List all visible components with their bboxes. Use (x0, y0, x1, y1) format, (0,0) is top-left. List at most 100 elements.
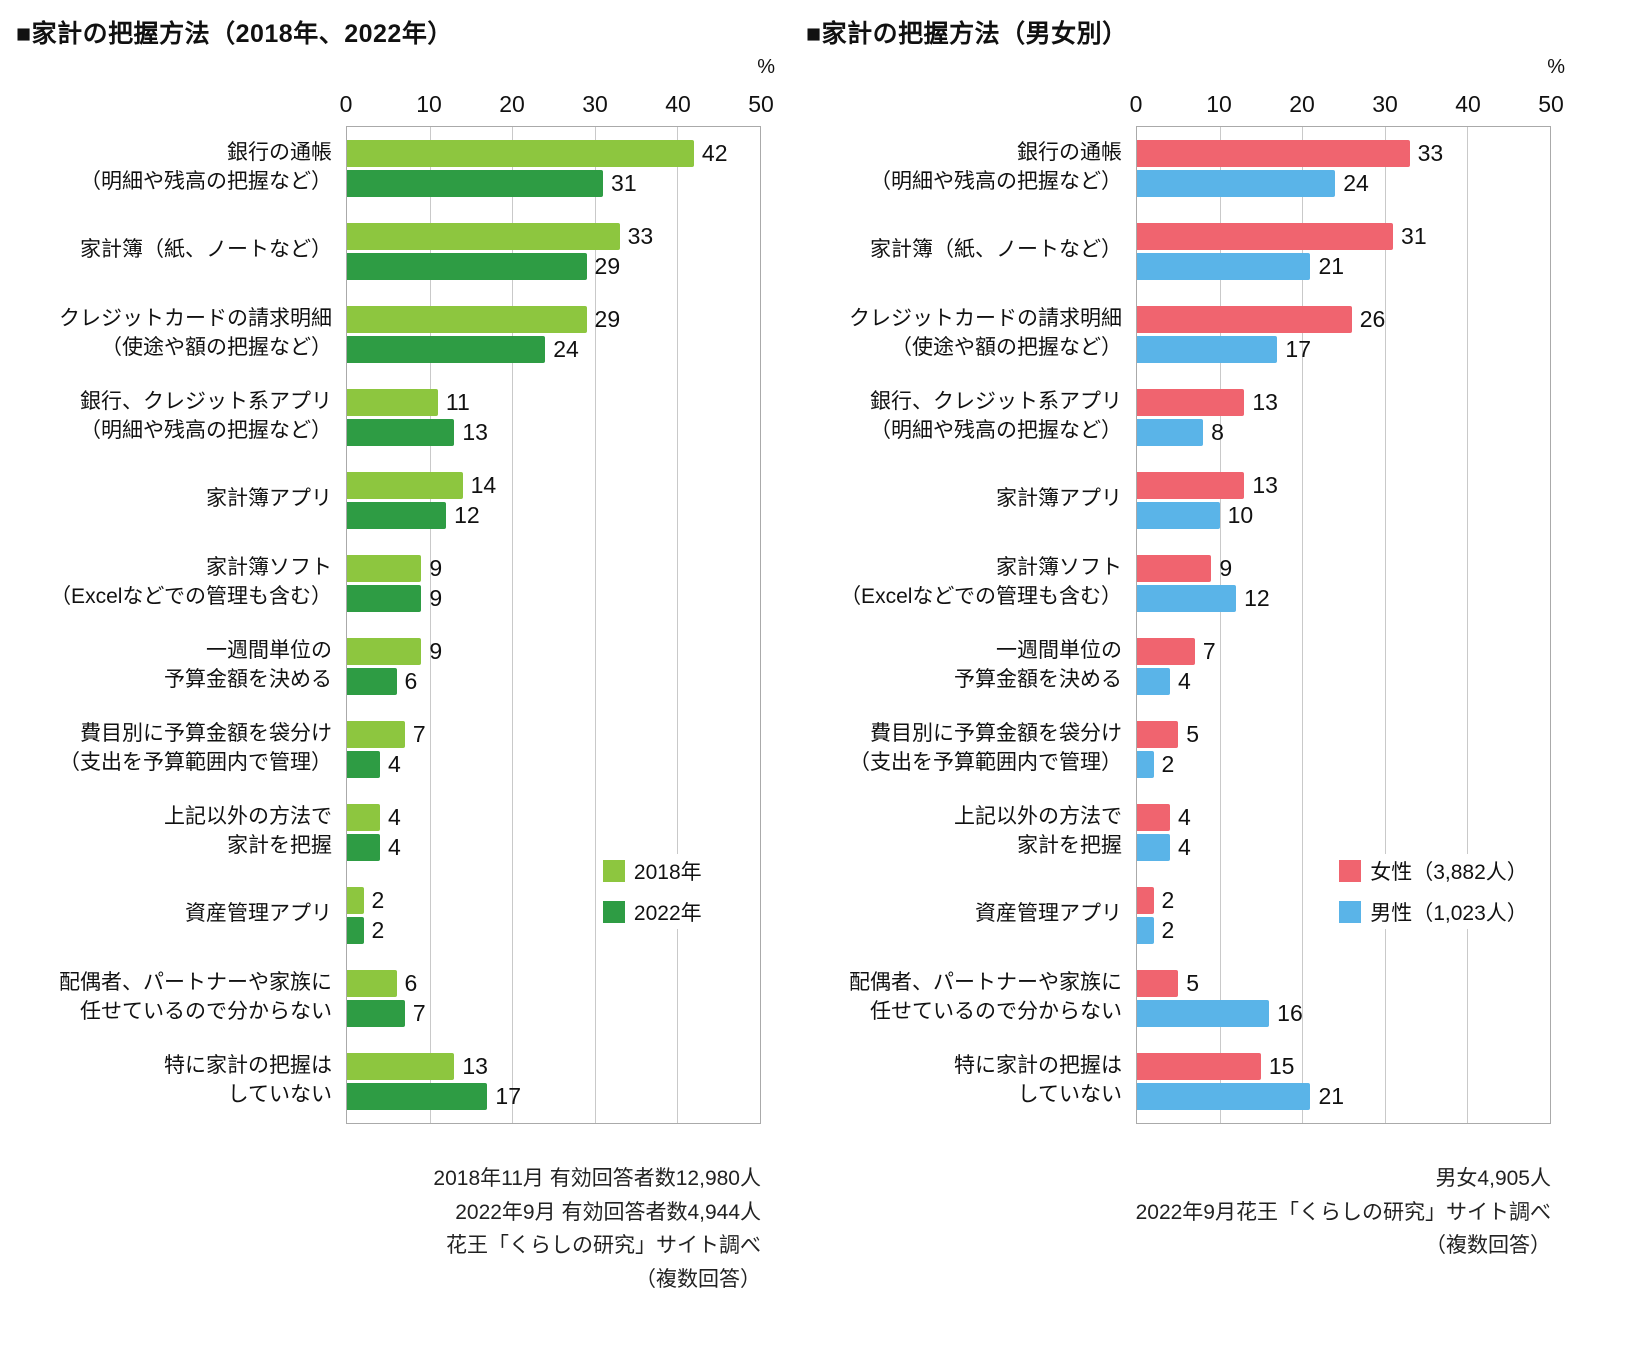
category-label: 一週間単位の 予算金額を決める (164, 639, 332, 691)
chart: % 0 10 20 30 40 50 銀行の通帳 （明細や残高の把握など） 家計簿（紙、ノー… (806, 56, 1565, 1124)
plot-area: 42 31 33 29 29 24 11 13 14 12 9 9 9 6 7 4 4 4 2 2 6 7 13 17 201… (346, 126, 761, 1124)
bar-line: 21 (1137, 1083, 1550, 1110)
bar-line: 42 (347, 140, 760, 167)
bar-group: 11 13 (347, 376, 760, 459)
bar-line: 6 (347, 668, 760, 695)
bar-group: 26 17 (1137, 293, 1550, 376)
bar (347, 804, 381, 831)
bar (1137, 170, 1336, 197)
chart: % 0 10 20 30 40 50 銀行の通帳 （明細や残高の把握など） 家計簿（紙、ノー… (16, 56, 775, 1124)
bar-value-label: 13 (462, 419, 488, 445)
bar-group: 13 8 (1137, 376, 1550, 459)
legend-label: 女性（3,882人） (1370, 861, 1528, 885)
bar-group: 31 21 (1137, 210, 1550, 293)
bar (347, 389, 438, 416)
bar-value-label: 4 (388, 751, 401, 777)
bar-group: 5 16 (1137, 957, 1550, 1040)
legend-item: 2022年 (602, 897, 702, 927)
bar-line: 26 (1137, 306, 1550, 333)
axis-tick-label: 20 (499, 91, 525, 117)
bar (347, 834, 381, 861)
bar (1137, 140, 1410, 167)
bar-group: 29 24 (347, 293, 760, 376)
bar-value-label: 17 (495, 1083, 521, 1109)
bar (1137, 472, 1245, 499)
bar (347, 555, 422, 582)
bar (347, 917, 364, 944)
bar-line: 24 (1137, 170, 1550, 197)
bar-value-label: 31 (611, 170, 637, 196)
bar-value-label: 9 (429, 585, 443, 611)
bar-value-label: 10 (1227, 502, 1254, 528)
gridline (512, 127, 514, 1123)
legend-item: 女性（3,882人） (1339, 856, 1528, 886)
bar (1137, 389, 1245, 416)
bar-line: 7 (347, 1000, 760, 1027)
bar-line: 33 (347, 223, 760, 250)
bar (1137, 1083, 1311, 1110)
bar-group: 9 12 (1137, 542, 1550, 625)
bar-value-label: 7 (412, 1000, 426, 1026)
bar (347, 751, 381, 778)
bar-line: 9 (1137, 555, 1550, 582)
bar-value-label: 8 (1211, 419, 1224, 445)
axis-tick-label: 20 (1289, 91, 1315, 117)
axis-tick-label: 10 (1206, 91, 1232, 117)
bar-value-label: 13 (1252, 472, 1278, 498)
bar (1137, 751, 1154, 778)
bar-line: 4 (1137, 834, 1550, 861)
bar (1137, 638, 1195, 665)
bar (347, 585, 422, 612)
legend-label: 男性（1,023人） (1370, 902, 1528, 926)
bar-line: 5 (1137, 970, 1550, 997)
category-label: 銀行の通帳 （明細や残高の把握など） (80, 141, 332, 193)
bar-line: 4 (1137, 804, 1550, 831)
bar (1137, 223, 1394, 250)
category-label: 資産管理アプリ (185, 902, 332, 926)
bar-line: 7 (1137, 638, 1550, 665)
bar (347, 472, 463, 499)
bar (347, 721, 405, 748)
bar-value-label: 4 (388, 834, 401, 860)
category-labels: 銀行の通帳 （明細や残高の把握など） 家計簿（紙、ノートなど） クレジットカードの請… (16, 126, 346, 1124)
bar (347, 668, 397, 695)
bar (347, 253, 587, 280)
bar-line: 4 (347, 834, 760, 861)
axis-unit-label: % (757, 56, 775, 78)
bar-line: 6 (347, 970, 760, 997)
bar-line: 2 (1137, 751, 1550, 778)
bar-line: 9 (347, 555, 760, 582)
bar-line: 12 (1137, 585, 1550, 612)
bar-line: 21 (1137, 253, 1550, 280)
legend-label: 2022年 (633, 902, 702, 926)
gridline (677, 127, 679, 1123)
chart-footer: 男女4,905人 2022年9月花王「くらしの研究」サイト調べ （複数回答） (806, 1162, 1551, 1263)
bar-value-label: 16 (1277, 1000, 1303, 1026)
bar (1137, 253, 1311, 280)
legend-swatch (602, 901, 625, 924)
bar-value-label: 42 (701, 140, 728, 166)
bar-line: 10 (1137, 502, 1550, 529)
bar-group: 13 17 (347, 1040, 760, 1123)
chart-panel-year-comparison: ■家計の把握方法（2018年、2022年） % 0 10 20 30 40 50 銀行の通… (16, 10, 775, 1296)
bar-group: 13 10 (1137, 459, 1550, 542)
category-label: 配偶者、パートナーや家族に 任せているので分からない (849, 971, 1122, 1023)
bar-value-label: 33 (627, 223, 654, 249)
axis-tick-label: 50 (748, 91, 774, 117)
bar-value-label: 12 (1244, 585, 1270, 611)
bar (1137, 834, 1171, 861)
category-label: 家計簿アプリ (996, 487, 1122, 511)
category-labels: 銀行の通帳 （明細や残高の把握など） 家計簿（紙、ノートなど） クレジットカードの請… (806, 126, 1136, 1124)
category-label: 費目別に予算金額を袋分け （支出を予算範囲内で管理） (59, 722, 332, 774)
bar (1137, 1053, 1261, 1080)
bar (347, 419, 455, 446)
bar-value-label: 9 (1219, 555, 1233, 581)
bar (347, 306, 587, 333)
bar (1137, 502, 1220, 529)
bar-line: 4 (347, 751, 760, 778)
